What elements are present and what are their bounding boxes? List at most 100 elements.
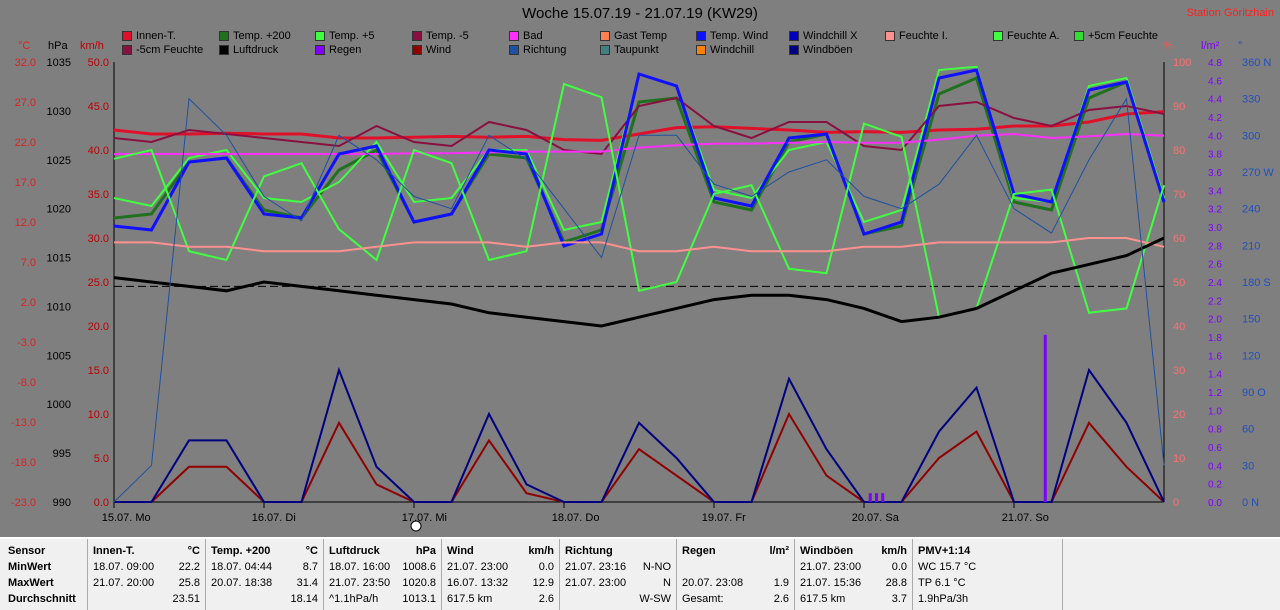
legend-item: Feuchte A. [993,30,1060,42]
stats-column: PMV+1:14 WC 15.7 °C TP 6.1 °C 1.9hPa/3h [913,539,1063,610]
stats-cell-name: Regen [682,545,716,557]
time-slider-handle [410,520,422,532]
stats-row: Gesamt: 2.6 [682,591,789,607]
legend-swatch [122,31,132,41]
stats-row: 1.9hPa/3h [918,591,1057,607]
stats-row: Regen l/m² [682,543,789,559]
stats-cell-name: Luftdruck [329,545,380,557]
lm2-tick-label: 2.0 [1208,315,1222,326]
legend-swatch [315,45,325,55]
legend-label: Feuchte A. [1007,30,1060,42]
unit-celsius: °C [18,40,31,52]
stats-cell-unit: l/m² [769,545,789,557]
legend-label: Bad [523,30,543,42]
legend-item: Temp. Wind [696,30,768,42]
stats-cell-avg-label: 617.5 km [800,593,846,605]
stats-cell-min: 22.2 [178,561,200,573]
stats-cell-avg-label: 617.5 km [447,593,493,605]
lm2-tick-label: 4.0 [1208,131,1222,142]
legend-item: Temp. +5 [315,30,375,42]
legend-label: Windchill [710,44,755,56]
chart-area: 32.0 27.0 22.0 17.0 12.0 7.0 2.0 -3.0 -8.0 -13.0 -… [11,5,1274,532]
percent-tick-label: 0 [1173,497,1179,509]
lm2-tick-label: 3.6 [1208,168,1222,179]
stats-cell-max-time: 21.07. 20:00 [93,577,155,589]
stats-cell-max-time: 21.07. 23:50 [329,577,391,589]
deg-tick-label: 0 N [1242,497,1259,509]
rain-bar [881,493,885,502]
legend-label: Temp. +5 [329,30,375,42]
deg-tick-label: 90 O [1242,387,1266,399]
stats-cell-max-time: 20.07. 18:38 [211,577,273,589]
legend-label: Windböen [803,44,853,56]
hpa-tick-label: 990 [53,497,71,509]
celsius-tick-label: 12.0 [15,217,36,229]
legend-item: Bad [509,30,543,42]
chart-title: Woche 15.07.19 - 21.07.19 (KW29) [522,5,758,22]
percent-tick-label: 50 [1173,277,1185,289]
legend-swatch [315,31,325,41]
stats-cell-name: Richtung [565,545,613,557]
stats-row: 617.5 km 3.7 [800,591,907,607]
percent-tick-label: 20 [1173,409,1185,421]
stats-row: 23.51 [93,591,200,607]
kmh-tick-label: 30.0 [88,233,109,245]
legend-swatch [509,31,519,41]
stats-row: PMV+1:14 [918,543,1057,559]
stats-row: 21.07. 20:00 25.8 [93,575,200,591]
legend-label: Temp. Wind [710,30,769,42]
deg-tick-label: 240 [1242,204,1260,216]
deg-tick-label: 300 [1242,130,1260,142]
stats-column: Richtung 21.07. 23:16 N-NO 21.07. 23:00 N W-S… [560,539,677,610]
stats-cell-avg-label: 1.9hPa/3h [918,593,969,605]
stats-row: 21.07. 23:50 1020.8 [329,575,436,591]
deg-tick-label: 360 N [1242,57,1271,69]
stats-row: Wind km/h [447,543,554,559]
legend-swatch [789,45,799,55]
series-line-luftdruck [113,236,1165,328]
stats-cell-unit: km/h [528,545,554,557]
deg-tick-label: 30 [1242,460,1254,472]
legend-swatch [789,31,799,41]
stats-cell-name: Windböen [800,545,854,557]
rain-bar [1043,334,1047,502]
celsius-tick-label: -18.0 [11,457,36,469]
lm2-tick-label: 2.6 [1208,260,1222,271]
lm2-tick-label: 1.8 [1208,333,1222,344]
celsius-tick-label: 22.0 [15,137,36,149]
deg-tick-label: 150 [1242,314,1260,326]
stats-cell-max-time: 20.07. 23:08 [682,577,744,589]
legend-item: Luftdruck [219,44,278,56]
celsius-tick-label: 32.0 [15,57,36,69]
series-line-bad [114,132,1165,155]
hpa-tick-label: 1030 [47,106,71,118]
stats-row: 16.07. 13:32 12.9 [447,575,554,591]
stats-row: 617.5 km 2.6 [447,591,554,607]
series-line-feuchte-i- [114,237,1165,253]
series-line-richtung [113,97,1165,503]
legend-label: Gast Temp [614,30,667,42]
stats-column: Regen l/m² 20.07. 23:08 1.9 Gesamt: 2.6 [677,539,795,610]
label-avg: Durchschnitt [8,593,76,605]
lm2-tick-label: 1.6 [1208,351,1222,362]
stats-cell-min-time: 18.07. 09:00 [93,561,155,573]
deg-tick-label: 180 S [1242,277,1271,289]
lm2-tick-label: 0.6 [1208,443,1222,454]
hpa-tick-label: 1035 [47,57,71,69]
lm2-tick-label: 0.2 [1208,480,1222,491]
stats-column: Windböen km/h 21.07. 23:00 0.0 21.07. 15:36 2… [795,539,913,610]
legend-label: +5cm Feuchte [1088,30,1159,42]
kmh-tick-label: 25.0 [88,277,109,289]
legend-swatch [219,31,229,41]
stats-cell-min: 0.0 [891,561,907,573]
stats-cell-max: 28.8 [885,577,907,589]
kmh-tick-label: 40.0 [88,145,109,157]
stats-cell-max-time: TP 6.1 °C [918,577,966,589]
stats-row: W-SW [565,591,671,607]
kmh-tick-label: 5.0 [94,453,109,465]
legend-swatch [412,45,422,55]
deg-tick-label: 330 [1242,94,1260,106]
unit-kmh: km/h [80,40,104,52]
stats-cell-min-time: 18.07. 04:44 [211,561,273,573]
percent-tick-label: 30 [1173,365,1185,377]
